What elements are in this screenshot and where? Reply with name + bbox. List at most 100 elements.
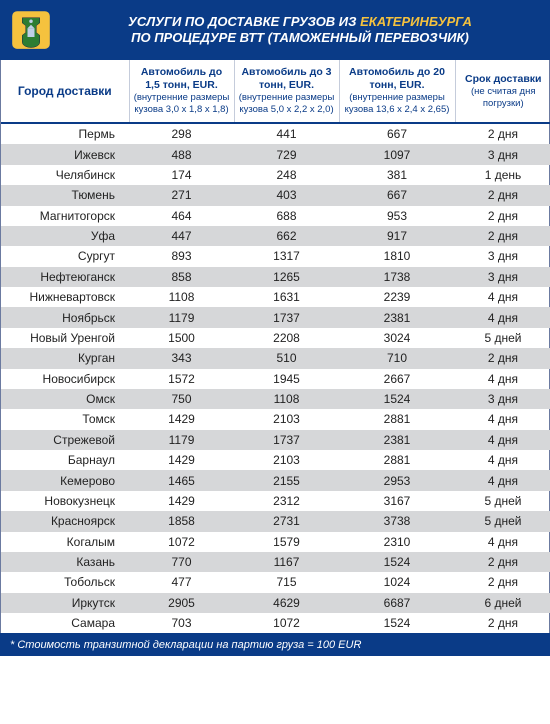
table-row: Омск750110815243 дня [1,389,550,409]
cell-3t: 1737 [234,430,339,450]
price-table: Город доставки Автомобиль до 1,5 тонн, E… [1,60,550,633]
cell-1-5t: 893 [129,246,234,266]
cell-city: Красноярск [1,511,129,531]
col-3t-title: Автомобиль до 3 тонн, EUR. [239,66,335,92]
cell-city: Томск [1,409,129,429]
cell-days: 3 дня [455,267,550,287]
table-row: Ижевск48872910973 дня [1,144,550,164]
cell-20t: 2381 [339,307,455,327]
cell-1-5t: 488 [129,144,234,164]
table-row: Казань770116715242 дня [1,552,550,572]
cell-1-5t: 2905 [129,593,234,613]
cell-1-5t: 174 [129,165,234,185]
cell-days: 2 дня [455,123,550,144]
header-origin: ЕКАТЕРИНБУРГА [360,14,472,29]
cell-20t: 1524 [339,552,455,572]
cell-days: 5 дней [455,328,550,348]
cell-1-5t: 1572 [129,369,234,389]
cell-1-5t: 298 [129,123,234,144]
header-line2: ПО ПРОЦЕДУРЕ ВТТ (ТАМОЖЕННЫЙ ПЕРЕВОЗЧИК) [60,30,540,46]
cell-1-5t: 1858 [129,511,234,531]
cell-city: Самара [1,613,129,633]
cell-1-5t: 271 [129,185,234,205]
cell-20t: 2310 [339,532,455,552]
cell-city: Тюмень [1,185,129,205]
table-row: Новокузнецк1429231231675 дней [1,491,550,511]
cell-20t: 1524 [339,389,455,409]
col-1-5t-title: Автомобиль до 1,5 тонн, EUR. [134,66,230,92]
cell-1-5t: 770 [129,552,234,572]
cell-3t: 1108 [234,389,339,409]
cell-days: 2 дня [455,613,550,633]
cell-days: 4 дня [455,369,550,389]
logo-crest-icon [10,9,52,51]
cell-1-5t: 464 [129,206,234,226]
table-row: Курган3435107102 дня [1,348,550,368]
cell-20t: 3738 [339,511,455,531]
col-1-5t: Автомобиль до 1,5 тонн, EUR. (внутренние… [129,60,234,123]
table-row: Магнитогорск4646889532 дня [1,206,550,226]
cell-20t: 667 [339,123,455,144]
cell-days: 3 дня [455,144,550,164]
cell-days: 4 дня [455,409,550,429]
cell-3t: 2731 [234,511,339,531]
cell-20t: 667 [339,185,455,205]
col-3t-sub: (внутренние размеры кузова 5,0 х 2,2 х 2… [239,92,335,116]
cell-1-5t: 1072 [129,532,234,552]
cell-city: Уфа [1,226,129,246]
cell-20t: 2881 [339,450,455,470]
cell-3t: 2312 [234,491,339,511]
table-row: Когалым1072157923104 дня [1,532,550,552]
cell-20t: 953 [339,206,455,226]
cell-city: Новый Уренгой [1,328,129,348]
cell-city: Ижевск [1,144,129,164]
cell-days: 2 дня [455,348,550,368]
cell-20t: 3024 [339,328,455,348]
cell-3t: 248 [234,165,339,185]
cell-city: Омск [1,389,129,409]
cell-city: Когалым [1,532,129,552]
cell-city: Новосибирск [1,369,129,389]
cell-1-5t: 447 [129,226,234,246]
cell-days: 2 дня [455,572,550,592]
col-20t: Автомобиль до 20 тонн, EUR. (внутренние … [339,60,455,123]
table-header-row: Город доставки Автомобиль до 1,5 тонн, E… [1,60,550,123]
table-row: Челябинск1742483811 день [1,165,550,185]
table-row: Иркутск2905462966876 дней [1,593,550,613]
cell-days: 4 дня [455,532,550,552]
table-row: Новый Уренгой1500220830245 дней [1,328,550,348]
col-1-5t-sub: (внутренние размеры кузова 3,0 х 1,8 х 1… [134,92,230,116]
cell-3t: 2155 [234,470,339,490]
cell-20t: 2953 [339,470,455,490]
table-row: Уфа4476629172 дня [1,226,550,246]
cell-3t: 1737 [234,307,339,327]
cell-1-5t: 1429 [129,409,234,429]
cell-20t: 381 [339,165,455,185]
table-row: Кемерово1465215529534 дня [1,470,550,490]
cell-20t: 2381 [339,430,455,450]
cell-days: 1 день [455,165,550,185]
cell-3t: 2103 [234,409,339,429]
cell-3t: 1945 [234,369,339,389]
cell-days: 3 дня [455,389,550,409]
cell-3t: 1317 [234,246,339,266]
cell-1-5t: 1429 [129,491,234,511]
cell-1-5t: 1500 [129,328,234,348]
cell-3t: 1265 [234,267,339,287]
cell-days: 3 дня [455,246,550,266]
cell-20t: 1810 [339,246,455,266]
cell-days: 2 дня [455,206,550,226]
cell-city: Нефтеюганск [1,267,129,287]
col-days: Срок доставки (не считая дня погрузки) [455,60,550,123]
cell-days: 4 дня [455,430,550,450]
col-3t: Автомобиль до 3 тонн, EUR. (внутренние р… [234,60,339,123]
cell-20t: 710 [339,348,455,368]
col-days-title: Срок доставки [460,73,548,86]
cell-1-5t: 1108 [129,287,234,307]
cell-city: Магнитогорск [1,206,129,226]
cell-3t: 688 [234,206,339,226]
table-row: Красноярск1858273137385 дней [1,511,550,531]
header-title: УСЛУГИ ПО ДОСТАВКЕ ГРУЗОВ ИЗ ЕКАТЕРИНБУР… [60,14,540,47]
col-days-sub: (не считая дня погрузки) [460,86,548,110]
cell-days: 4 дня [455,450,550,470]
